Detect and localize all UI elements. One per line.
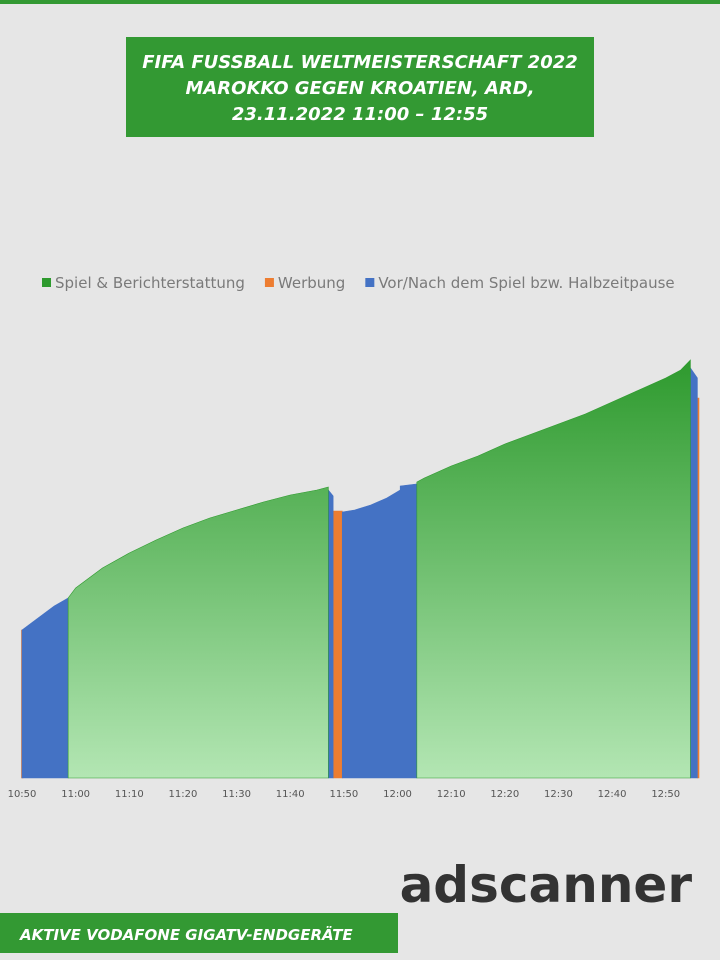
x-tick-label: 10:50: [8, 789, 37, 800]
legend-swatch: [264, 278, 274, 287]
title-line: 23.11.2022 11:00 – 12:55: [232, 104, 488, 125]
legend-swatch: [365, 278, 375, 287]
legend-label: Werbung: [278, 274, 345, 292]
legend-label: Vor/Nach dem Spiel bzw. Halbzeitpause: [378, 274, 674, 292]
area: [67, 359, 691, 779]
x-tick-label: 11:50: [329, 789, 358, 800]
x-tick-label: 12:10: [437, 789, 466, 800]
x-tick-label: 11:20: [169, 789, 198, 800]
footer: AKTIVE VODAFONE GIGATV-ENDGERÄTE: [19, 925, 353, 944]
x-tick-label: 12:30: [544, 789, 573, 800]
x-tick-label: 12:00: [383, 789, 412, 800]
x-tick-label: 11:10: [115, 789, 144, 800]
title-line: MAROKKO GEGEN KROATIEN, ARD,: [185, 78, 534, 99]
footer-box: [0, 913, 398, 953]
x-tick-label: 12:50: [651, 789, 680, 800]
x-tick-label: 11:00: [61, 789, 90, 800]
x-tick-label: 11:30: [222, 789, 251, 800]
top-stripe: [0, 0, 720, 4]
x-tick-label: 12:40: [598, 789, 627, 800]
logo: adscanner: [400, 856, 693, 914]
x-tick-label: 12:20: [490, 789, 519, 800]
title-line: FIFA FUSSBALL WELTMEISTERSCHAFT 2022: [142, 52, 578, 73]
legend-label: Spiel & Berichterstattung: [55, 274, 245, 292]
title-box: [126, 37, 594, 137]
x-tick-label: 11:40: [276, 789, 305, 800]
legend-swatch: [42, 278, 51, 287]
area: [21, 367, 698, 779]
